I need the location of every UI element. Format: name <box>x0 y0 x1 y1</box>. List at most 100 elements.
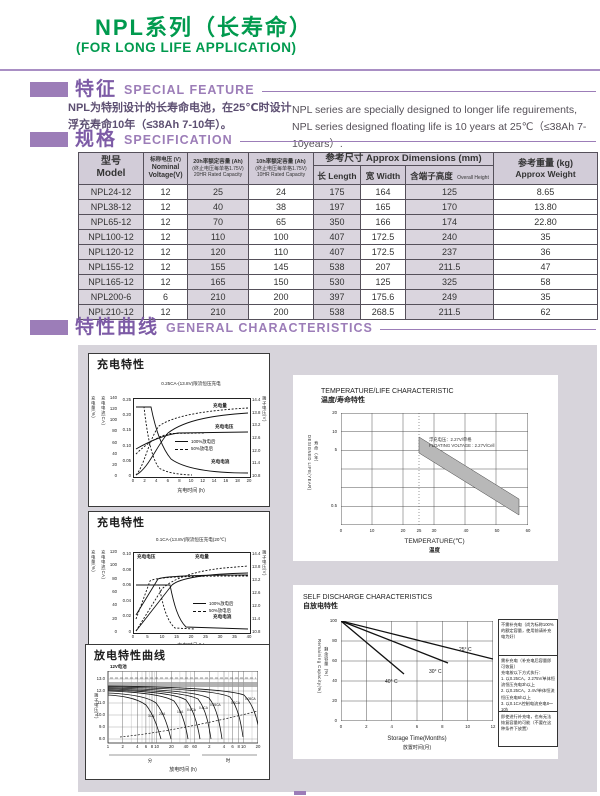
col-header-cap20-note: (终止电压每单格1.75V) <box>192 165 244 172</box>
tick-label: 10.8 <box>252 628 261 634</box>
model-cell: NPL100-12 <box>78 228 144 245</box>
tick-label: 10 <box>369 528 375 533</box>
value-cell: 12 <box>143 198 188 215</box>
chart-legend: 100%放电后 50%放电后 <box>175 438 215 453</box>
table-row: NPL210-12 12 210 200 538 268.5 211.5 62 <box>78 303 599 320</box>
model-cell: NPL200-6 <box>78 288 144 305</box>
col-header-dimensions: 参考尺寸 Approx Dimensions (mm) <box>312 152 495 166</box>
value-cell: 211.5 <box>404 303 495 320</box>
tick-label: 25 <box>203 634 208 639</box>
col-header-weight-cn: 参考重量 (kg) <box>518 157 574 168</box>
tick-label: 13.2 <box>252 576 261 582</box>
table-row: NPL38-12 12 40 38 197 165 170 13.80 <box>78 198 599 215</box>
value-cell: 325 <box>404 273 495 290</box>
tick-label: 8 <box>441 724 444 729</box>
tick-label: 0.15 <box>122 427 131 433</box>
section-rule <box>379 328 596 330</box>
col-header-model: 型号 Model <box>78 152 144 185</box>
value-cell: 24 <box>248 183 314 200</box>
value-cell: 170 <box>404 198 495 215</box>
series-label-40c: 40° C <box>385 679 398 685</box>
value-cell: 6 <box>143 288 188 305</box>
note-recharge-methods: 需补充电（补充电后容量即可恢复） 充电按以下方式执行： 1. 以0.25CA，2… <box>498 655 558 713</box>
y-axis-label-current: 充电电流(CA) <box>101 550 107 580</box>
tick-label: 10 <box>465 724 471 729</box>
section-title-en: GENERAL CHARACTERISTICS <box>166 321 373 336</box>
col-header-voltage: 标称电压 (V) Nominal Voltage(V) <box>143 152 188 185</box>
col-header-cap10-en: 10HR Rated Capacity <box>256 171 306 178</box>
tick-label: 20 <box>400 528 406 533</box>
value-cell: 12 <box>143 258 188 275</box>
battery-type-label: 12V电池 <box>110 664 127 669</box>
curve-label: 0.6CA <box>187 708 197 712</box>
table-row: NPL24-12 12 25 24 175 164 125 8.65 <box>78 183 599 200</box>
tick-label: 60 <box>112 439 117 445</box>
chart-self-discharge: SELF DISCHARGE CHARACTERISTICS 自放电特性 Rem… <box>293 585 558 759</box>
section-marker <box>30 319 68 335</box>
tick-label: 30 <box>431 528 437 533</box>
chart-discharge-characteristic: 放电特性曲线 12V电池 端子电压(V) 3CA <box>85 644 270 780</box>
y-axis-label-cn: 寿命（年） <box>314 441 320 465</box>
tick-label: 12.6 <box>252 589 261 595</box>
value-cell: 35 <box>493 288 599 305</box>
tick-label: 18 <box>235 478 240 483</box>
tick-label: 0 <box>128 628 131 634</box>
value-cell: 35 <box>493 228 599 245</box>
tick-label: 0.04 <box>122 597 131 603</box>
charts-panel: 充电特性 0.25CA-(13.8V)限流恒压充电 充电量(%) 充电电流(CA… <box>78 345 597 792</box>
y-axis-label: 端子电压(V) <box>94 693 100 719</box>
value-cell: 155 <box>187 258 249 275</box>
tick-label: 13.2 <box>252 422 261 428</box>
y-axis-label-voltage: 端子电压(V) <box>262 396 268 422</box>
curve-label: 0.05CA <box>245 697 257 701</box>
chart-charge-characteristic-2: 充电特性 0.1CA-(13.8V)限流恒压充电(20℃) 充电量(%) 充电电… <box>88 511 270 660</box>
tick-label: 40 <box>112 450 117 456</box>
col-header-length-label: 长 Length <box>317 170 357 181</box>
tick-label: 0.08 <box>122 566 131 572</box>
tick-label: 100 <box>109 417 117 423</box>
col-header-width-label: 宽 Width <box>365 170 401 181</box>
col-header-length: 长 Length <box>313 164 361 185</box>
legend-dash-sample <box>193 610 206 612</box>
value-cell: 210 <box>187 303 249 320</box>
value-cell: 22.80 <box>493 213 599 230</box>
value-cell: 538 <box>313 258 361 275</box>
tick-label: 0 <box>131 634 135 639</box>
feature-text-en-line1: NPL series are specially designed to lon… <box>292 104 578 116</box>
tick-label: 80 <box>112 575 117 581</box>
tick-label: 80 <box>332 637 337 643</box>
tick-label: 15 <box>174 634 179 639</box>
value-cell: 100 <box>248 228 314 245</box>
y-axis-label-voltage: 端子电压(V) <box>262 550 268 576</box>
curve-label-quantity: 充电量 <box>195 554 209 559</box>
section-marker <box>30 81 68 97</box>
y-axis-label-quantity: 充电量(%) <box>91 396 97 419</box>
col-header-cap10-note: (终止电压每单格1.75V) <box>255 165 307 172</box>
tick-label: 0.06 <box>122 582 131 588</box>
value-cell: 164 <box>360 183 406 200</box>
tick-label: 100 <box>329 617 337 623</box>
table-row: NPL165-12 12 165 150 530 125 325 58 <box>78 273 599 290</box>
plot-area <box>133 552 251 634</box>
tick-label: 13.8 <box>252 409 261 415</box>
curve-label: 0.25CA <box>210 703 222 707</box>
tick-label: 0.5 <box>331 502 337 508</box>
section-title-cn: 特性曲线 <box>75 316 160 338</box>
value-cell: 12 <box>143 273 188 290</box>
legend-solid-label: 100%放电后 <box>209 601 234 606</box>
tick-label: 0 <box>114 628 117 634</box>
feature-text-cn: NPL为特别设计的长寿命电池，在25℃时设计 浮充寿命10年（≤38Ah 7-1… <box>68 100 292 134</box>
charge-curves <box>135 565 249 632</box>
tick-label: 20 <box>112 461 117 467</box>
tick-label: 10 <box>188 478 194 483</box>
legend-solid-sample <box>175 441 188 443</box>
tick-label: 0.10 <box>122 442 131 448</box>
section-rule <box>239 140 596 142</box>
section-curves-header: 特性曲线 GENERAL CHARACTERISTICS <box>30 316 596 338</box>
note-no-recharge: 不需补充电（尚为标称100%的额定容量，使用前请补充电为好） <box>498 619 558 657</box>
curve-label: 0.4CA <box>199 706 209 710</box>
series-label-25c: 25° C <box>459 647 472 653</box>
value-cell: 237 <box>404 243 495 260</box>
tick-label: 30 <box>217 634 223 639</box>
value-cell: 175 <box>313 183 361 200</box>
